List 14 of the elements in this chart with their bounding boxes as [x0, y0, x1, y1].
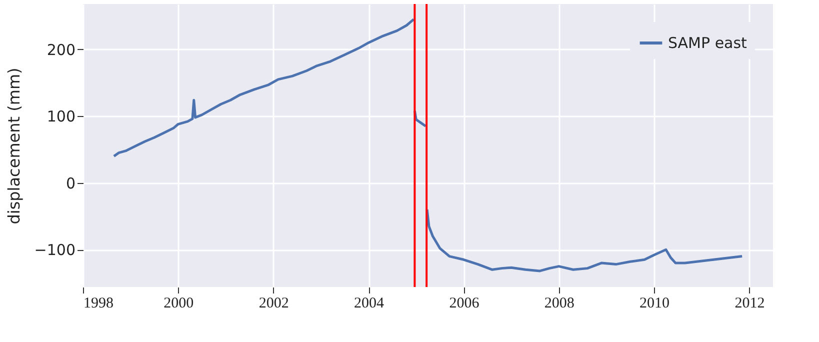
x-tick-label: 2006	[449, 296, 480, 312]
x-tick-label: 2008	[544, 296, 574, 312]
y-tick-label: 0	[66, 174, 76, 192]
x-tick-label: 2004	[354, 296, 385, 312]
y-tick-label: −100	[34, 241, 76, 260]
x-tick-label: 2010	[640, 296, 670, 312]
x-tick-label: 1998	[84, 296, 114, 312]
x-tick-label: 2000	[164, 296, 194, 312]
x-tick-label: 2002	[258, 296, 289, 312]
legend-label: SAMP east	[668, 34, 748, 52]
y-axis-title: displacement (mm)	[4, 68, 24, 224]
y-tick-label: 100	[46, 108, 76, 126]
x-tick-label: 2012	[734, 296, 765, 312]
y-tick-label: 200	[46, 40, 76, 59]
